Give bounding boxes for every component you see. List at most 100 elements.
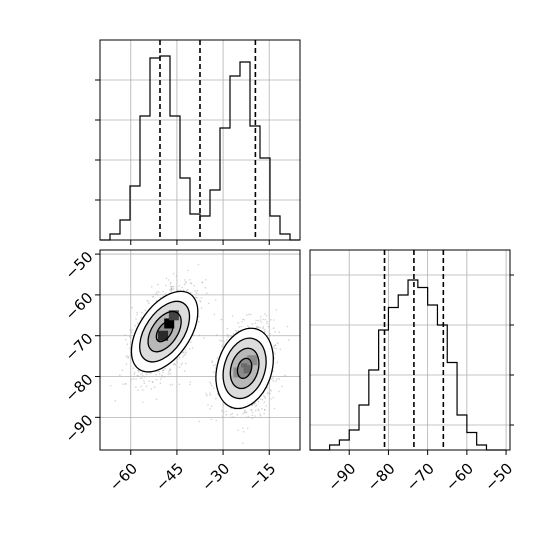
scatter-point xyxy=(169,289,171,291)
scatter-point xyxy=(272,377,274,379)
scatter-point xyxy=(121,369,124,372)
scatter-point xyxy=(227,336,229,338)
scatter-point xyxy=(172,272,175,275)
scatter-point xyxy=(141,311,143,314)
scatter-point xyxy=(235,330,238,333)
scatter-point xyxy=(273,345,276,347)
scatter-point xyxy=(209,392,211,395)
scatter-point xyxy=(184,279,186,281)
scatter-point xyxy=(209,394,212,396)
scatter-point xyxy=(201,282,204,284)
scatter-point xyxy=(165,277,168,280)
scatter-frame xyxy=(99,249,301,451)
scatter-point xyxy=(241,320,243,323)
scatter-point xyxy=(238,326,240,328)
scatter-point xyxy=(251,323,254,325)
scatter-point xyxy=(143,382,146,384)
scatter-x-tick-label: −15 xyxy=(244,460,279,495)
scatter-point xyxy=(176,358,179,360)
scatter-point xyxy=(188,348,191,350)
scatter-point xyxy=(258,409,260,412)
right-x-tick-label: −60 xyxy=(442,460,477,495)
scatter-point xyxy=(287,339,290,341)
scatter-point xyxy=(234,329,237,332)
scatter-point xyxy=(263,330,266,333)
contour-line xyxy=(155,320,174,343)
scatter-point xyxy=(231,416,233,418)
scatter-point xyxy=(125,338,127,341)
density-peak-cell xyxy=(241,363,252,374)
scatter-point xyxy=(257,408,259,411)
scatter-point xyxy=(195,292,198,295)
scatter-point xyxy=(272,379,275,382)
right-x-tick-label: −90 xyxy=(324,460,359,495)
scatter-point xyxy=(183,351,185,354)
scatter-point xyxy=(159,378,162,381)
scatter-y-tick-label: −70 xyxy=(61,330,96,365)
scatter-point xyxy=(186,289,188,292)
scatter-point xyxy=(189,291,192,294)
contour-line xyxy=(215,327,274,410)
density-peak-cell xyxy=(164,318,175,329)
scatter-point xyxy=(167,373,170,375)
scatter-point xyxy=(278,378,281,380)
scatter-point xyxy=(137,371,140,373)
scatter-point xyxy=(222,344,224,346)
scatter-point xyxy=(206,394,208,397)
scatter-point xyxy=(241,442,244,445)
scatter-point xyxy=(162,291,164,293)
scatter-point xyxy=(128,347,131,350)
scatter-point xyxy=(176,361,178,363)
scatter-point xyxy=(214,364,217,366)
scatter-point xyxy=(216,357,219,359)
scatter-point xyxy=(173,363,175,366)
scatter-point xyxy=(270,398,272,400)
scatter-point xyxy=(183,289,185,291)
scatter-point xyxy=(130,378,133,381)
scatter-point xyxy=(263,328,266,331)
scatter-point xyxy=(254,322,257,325)
scatter-point xyxy=(141,377,143,380)
scatter-point xyxy=(190,282,193,285)
scatter-point xyxy=(169,368,171,370)
scatter-point xyxy=(193,285,196,287)
scatter-point xyxy=(196,290,199,292)
scatter-point xyxy=(144,309,147,312)
scatter-point xyxy=(272,327,275,330)
scatter-point xyxy=(168,370,170,373)
scatter-point xyxy=(148,380,150,383)
scatter-point xyxy=(149,372,152,375)
scatter-point xyxy=(245,411,247,414)
scatter-point xyxy=(161,369,164,372)
scatter-point xyxy=(170,290,173,293)
scatter-point xyxy=(164,367,166,370)
scatter-point xyxy=(264,409,266,412)
scatter-point xyxy=(189,383,191,386)
scatter-point xyxy=(163,376,166,378)
density-peak-cell xyxy=(158,330,169,341)
scatter-point xyxy=(205,279,207,281)
scatter-point xyxy=(279,348,282,351)
scatter-point xyxy=(129,329,131,331)
scatter-point xyxy=(221,409,223,412)
scatter-point xyxy=(189,381,192,383)
scatter-point xyxy=(274,330,276,333)
scatter-point xyxy=(259,326,261,329)
scatter-point xyxy=(185,281,187,283)
scatter-point xyxy=(219,339,221,342)
scatter-point xyxy=(220,340,223,342)
scatter-point xyxy=(269,392,271,395)
scatter-point xyxy=(131,306,133,309)
scatter-point xyxy=(203,337,205,340)
scatter-point xyxy=(214,367,217,369)
scatter-point xyxy=(230,413,232,416)
scatter-point xyxy=(260,316,262,318)
top-histogram-step xyxy=(100,55,300,241)
scatter-point xyxy=(254,415,256,417)
scatter-point xyxy=(278,390,280,393)
scatter-point xyxy=(198,321,200,323)
scatter-point xyxy=(197,263,200,266)
scatter-point xyxy=(173,288,175,290)
scatter-point xyxy=(270,390,273,392)
scatter-point xyxy=(172,286,175,288)
